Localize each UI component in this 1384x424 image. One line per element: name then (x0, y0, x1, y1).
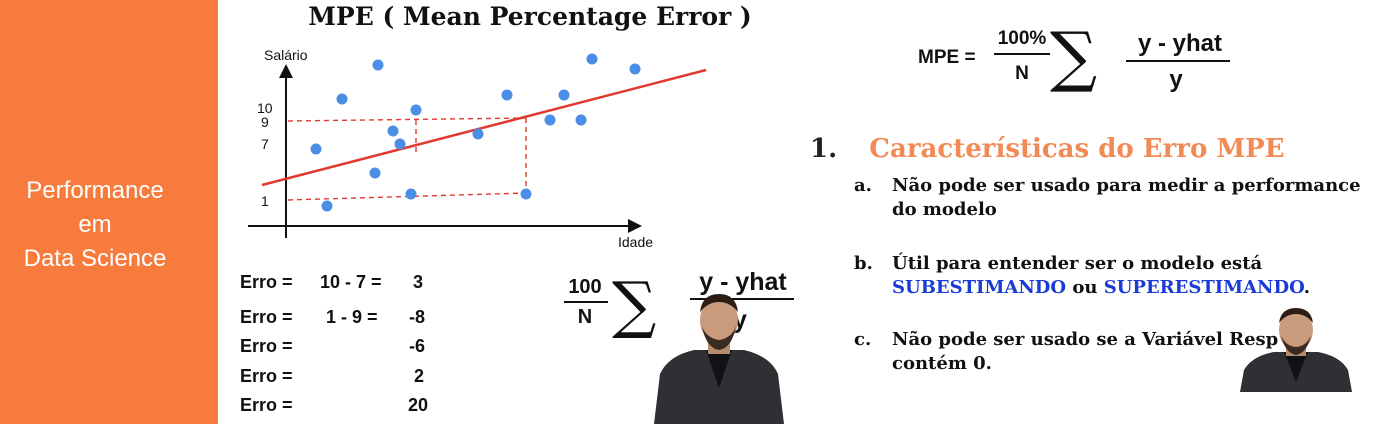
scatter-plot: Salário Idade 10 9 7 1 (248, 47, 707, 250)
formula-right-numerator: 100% (997, 28, 1047, 49)
presenter-video (654, 294, 784, 424)
y-axis-arrow (279, 64, 293, 78)
point (472, 128, 484, 140)
formula-right-top: y - yhat (1137, 30, 1223, 57)
point (629, 63, 641, 75)
erro-label: Erro = (240, 307, 293, 327)
list-item-text: Não pode ser usado se a Variável Resp co… (892, 328, 1372, 376)
erro-label: Erro = (240, 272, 293, 292)
erro-row: Erro = -6 (240, 336, 460, 360)
x-axis-label: Idade (618, 234, 653, 250)
erro-value: -6 (409, 336, 426, 356)
erro-value: 2 (414, 366, 425, 386)
erro-row: Erro = 2 (240, 366, 460, 390)
erro-row: Erro = 20 (240, 395, 460, 419)
point (501, 89, 513, 101)
erro-value: 3 (413, 272, 424, 292)
point (586, 53, 598, 65)
erro-label: Erro = (240, 395, 293, 415)
point (575, 114, 587, 126)
formula-right-lhs: MPE = (918, 47, 976, 68)
point (520, 188, 532, 200)
list-item-text: Não pode ser usado para medir a performa… (892, 175, 1361, 220)
point (544, 114, 556, 126)
point (369, 167, 381, 179)
slide-title: MPE ( Mean Percentage Error ) (308, 2, 752, 31)
error-guides (287, 117, 527, 201)
y-tick-10: 10 (257, 100, 273, 116)
formula-right-line-1 (994, 53, 1050, 55)
formula-left-numerator: 100 (568, 276, 602, 298)
list-marker: c. (854, 329, 872, 350)
formula-left-line-2 (690, 298, 794, 300)
erro-row: Erro = 1 - 9 = -8 (240, 307, 460, 331)
point (321, 200, 333, 212)
presenter-video-small (1240, 308, 1352, 392)
formula-right-denominator: N (1015, 63, 1029, 84)
point (394, 138, 406, 150)
sidebar-title: Performance em Data Science (0, 174, 190, 276)
connector-text: ou (1066, 277, 1104, 298)
sidebar-line-1: Performance (26, 177, 164, 204)
sidebar-line-3: Data Science (23, 245, 167, 272)
list-item-line: contém 0. (892, 353, 992, 374)
formula-right-line-2 (1126, 60, 1230, 62)
erro-row: Erro = 10 - 7 = 3 (240, 272, 460, 296)
point (558, 89, 570, 101)
formula-left-top: y - yhat (699, 268, 787, 296)
section-number: 1. (810, 134, 838, 164)
sigma-icon: ∑ (612, 268, 657, 341)
list-item-a: a. Não pode ser usado para medir a perfo… (854, 174, 1374, 224)
data-points (310, 53, 641, 212)
formula-right-bottom: y (1169, 66, 1183, 93)
point (405, 188, 417, 200)
list-marker: b. (854, 253, 873, 274)
point (310, 143, 322, 155)
point (372, 59, 384, 71)
point (336, 93, 348, 105)
x-axis-arrow (628, 219, 642, 233)
sigma-icon: ∑ (1050, 18, 1098, 95)
erro-label: Erro = (240, 366, 293, 386)
erro-value: 20 (408, 395, 429, 415)
point (410, 104, 422, 116)
highlight-superestimando: SUPERESTIMANDO (1103, 277, 1304, 298)
regression-line (261, 68, 707, 187)
erro-label: Erro = (240, 336, 293, 356)
guide-line-9 (287, 117, 527, 122)
list-item-b: b. Útil para entender ser o modelo está … (854, 252, 1374, 302)
point (387, 125, 399, 137)
period-text: . (1303, 277, 1311, 298)
y-axis-label: Salário (264, 47, 308, 63)
list-item-text: Útil para entender ser o modelo está SUB… (892, 252, 1372, 300)
sidebar: Performance em Data Science (0, 0, 218, 424)
sidebar-line-2: em (78, 211, 112, 238)
formula-left-denominator: N (577, 306, 593, 328)
section-title: Características do Erro MPE (869, 134, 1285, 164)
list-item-c: c. Não pode ser usado se a Variável Resp… (854, 328, 1374, 378)
y-tick-9: 9 (261, 114, 269, 130)
erro-expr: 1 - 9 = (326, 307, 378, 327)
y-tick-1: 1 (261, 193, 269, 209)
list-marker: a. (854, 175, 872, 196)
erro-value: -8 (409, 307, 426, 327)
list-item-line: Útil para entender ser o modelo está (892, 253, 1263, 274)
list-item-line: SUBESTIMANDO ou SUPERESTIMANDO. (892, 276, 1372, 300)
list-item-line: Não pode ser usado se a Variável Resp (892, 329, 1279, 350)
formula-left-line-1 (564, 301, 608, 303)
erro-expr: 10 - 7 = (320, 272, 382, 292)
section-heading: 1. Características do Erro MPE (810, 134, 1285, 164)
y-tick-7: 7 (261, 136, 269, 152)
highlight-subestimando: SUBESTIMANDO (892, 277, 1067, 298)
